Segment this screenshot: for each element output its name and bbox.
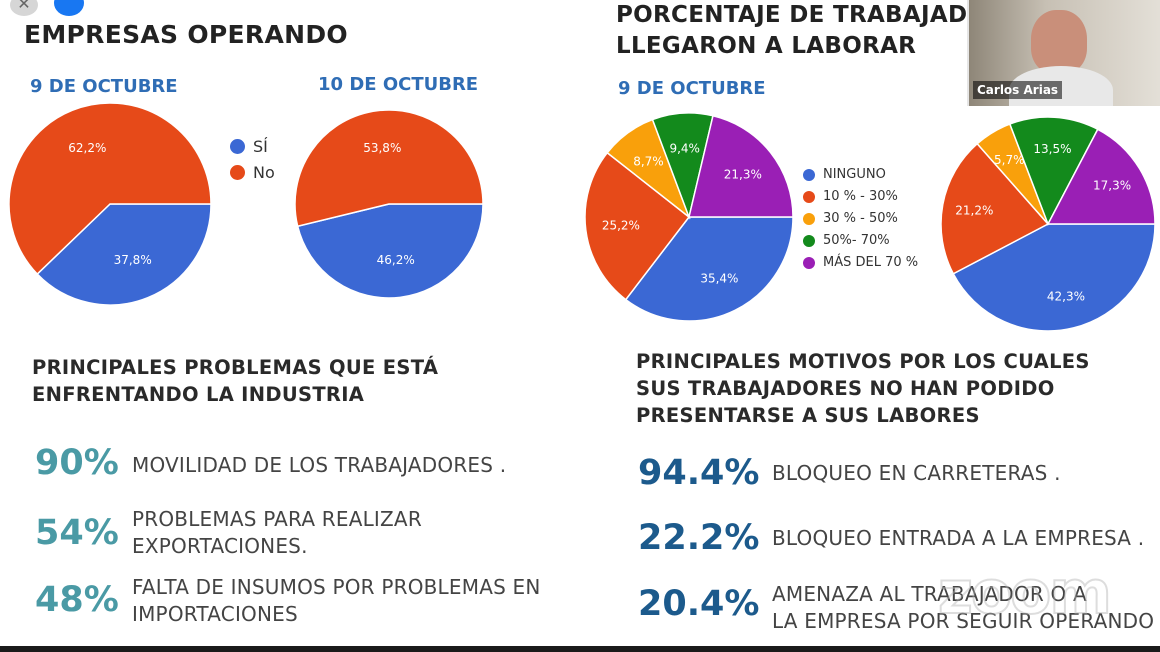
pie-slice-10-30-	[940, 142, 1050, 275]
legend-label: No	[253, 163, 275, 182]
legend-item-mas-70: MÁS DEL 70 %	[803, 255, 918, 270]
reason-pct: 20.4%	[638, 584, 760, 624]
pie-slice-label: 25,2%	[602, 219, 640, 233]
reasons-title-line1: PRINCIPALES MOTIVOS POR LOS CUALES	[636, 350, 1090, 373]
pie-chart-empresas-9oct: 37,8% 62,2%	[8, 102, 212, 306]
pie1-title: 9 DE OCTUBRE	[30, 76, 178, 97]
legend-item-ninguno: NINGUNO	[803, 167, 886, 182]
pie-slice-label: 53,8%	[363, 141, 401, 155]
pie-slice-label: 62,2%	[68, 141, 106, 155]
legend-item-si: SÍ	[230, 137, 268, 156]
pie-chart-empresas-10oct: 46,2% 53,8%	[294, 109, 484, 299]
problem-text: EXPORTACIONES.	[132, 534, 308, 558]
problem-pct: 48%	[35, 580, 119, 620]
legend-item-no: No	[230, 163, 275, 182]
legend-label: 30 % - 50%	[823, 211, 898, 226]
pie-slice-más-del-70-	[1046, 128, 1156, 225]
pie-slice-no	[294, 109, 484, 228]
bottom-divider	[0, 646, 1160, 652]
pie-slice-label: 13,5%	[1033, 142, 1071, 156]
pie-slice-label: 37,8%	[114, 253, 152, 267]
problem-pct: 54%	[35, 513, 119, 553]
reason-text: BLOQUEO ENTRADA A LA EMPRESA .	[772, 526, 1145, 550]
pie-slice-ninguno	[624, 216, 794, 322]
pie-slice-label: 21,2%	[955, 203, 993, 217]
pie-chart-trabajadores-9oct: 35,4% 25,2% 8,7% 9,4% 21,3%	[584, 112, 794, 322]
reason-text: BLOQUEO EN CARRETERAS .	[772, 461, 1061, 485]
pie-slice-label: 17,3%	[1093, 178, 1131, 192]
video-thumbnail[interactable]: Carlos Arias	[967, 0, 1160, 106]
legend-dot-icon	[230, 139, 245, 154]
legend-item-30-50: 30 % - 50%	[803, 211, 898, 226]
legend-label: MÁS DEL 70 %	[823, 255, 919, 270]
legend-dot-icon	[803, 212, 815, 225]
pie-slice-label: 21,3%	[724, 167, 762, 181]
problem-text: FALTA DE INSUMOS POR PROBLEMAS EN	[132, 575, 541, 599]
pie-slice-10-30-	[584, 151, 691, 301]
legend-label: SÍ	[253, 137, 268, 156]
close-icon[interactable]: ✕	[10, 0, 38, 16]
pie2-title: 10 DE OCTUBRE	[318, 74, 479, 95]
pie-slice-label: 46,2%	[377, 253, 415, 267]
legend-dot-icon	[230, 165, 245, 180]
pie-slice-más-del-70-	[688, 114, 794, 218]
reason-text: LA EMPRESA POR SEGUIR OPERANDO	[772, 609, 1155, 633]
problems-title-line2: ENFRENTANDO LA INDUSTRIA	[32, 383, 365, 406]
reason-pct: 22.2%	[638, 518, 760, 558]
reasons-title-line2: SUS TRABAJADORES NO HAN PODIDO	[636, 377, 1055, 400]
legend-dot-icon	[803, 190, 815, 203]
person-silhouette-icon	[1031, 10, 1087, 74]
legend-label: 50%- 70%	[823, 233, 890, 248]
left-title: EMPRESAS OPERANDO	[24, 20, 348, 49]
legend-item-10-30: 10 % - 30%	[803, 189, 898, 204]
pie-slice-no	[8, 102, 212, 276]
pie-slice-label: 35,4%	[700, 272, 738, 286]
pie-slice-ninguno	[952, 223, 1156, 332]
participant-name: Carlos Arias	[973, 81, 1063, 99]
problem-pct: 90%	[35, 443, 119, 483]
pie-slice-label: 42,3%	[1047, 290, 1085, 304]
legend-label: NINGUNO	[823, 167, 886, 182]
legend-dot-icon	[803, 168, 815, 181]
pie-slice-label: 9,4%	[669, 141, 700, 155]
facebook-icon[interactable]	[54, 0, 84, 16]
pie-slice-label: 5,7%	[994, 153, 1025, 167]
pie-chart-trabajadores-10oct: 42,3% 21,2% 5,7% 13,5% 17,3%	[940, 116, 1156, 332]
pie-slice-sí	[296, 203, 484, 299]
reason-text: AMENAZA AL TRABAJADOR O A	[772, 582, 1087, 606]
pie3-title: 9 DE OCTUBRE	[618, 78, 766, 99]
reason-pct: 94.4%	[638, 453, 760, 493]
reasons-title-line3: PRESENTARSE A SUS LABORES	[636, 404, 980, 427]
right-title-line2: LLEGARON A LABORAR	[616, 33, 917, 59]
legend-item-50-70: 50%- 70%	[803, 233, 890, 248]
problem-text: PROBLEMAS PARA REALIZAR	[132, 507, 422, 531]
problem-text: IMPORTACIONES	[132, 602, 298, 626]
right-title-line1: PORCENTAJE DE TRABAJADO	[616, 2, 988, 28]
pie-slice-50-70-	[1008, 116, 1099, 226]
problem-text: MOVILIDAD DE LOS TRABAJADORES .	[132, 453, 507, 477]
legend-dot-icon	[803, 234, 815, 247]
problems-title-line1: PRINCIPALES PROBLEMAS QUE ESTÁ	[32, 356, 439, 379]
legend-label: 10 % - 30%	[823, 189, 898, 204]
legend-dot-icon	[803, 256, 815, 269]
zoom-watermark: zoom	[937, 557, 1113, 629]
pie-slice-sí	[36, 203, 212, 306]
pie-slice-label: 8,7%	[633, 155, 664, 169]
